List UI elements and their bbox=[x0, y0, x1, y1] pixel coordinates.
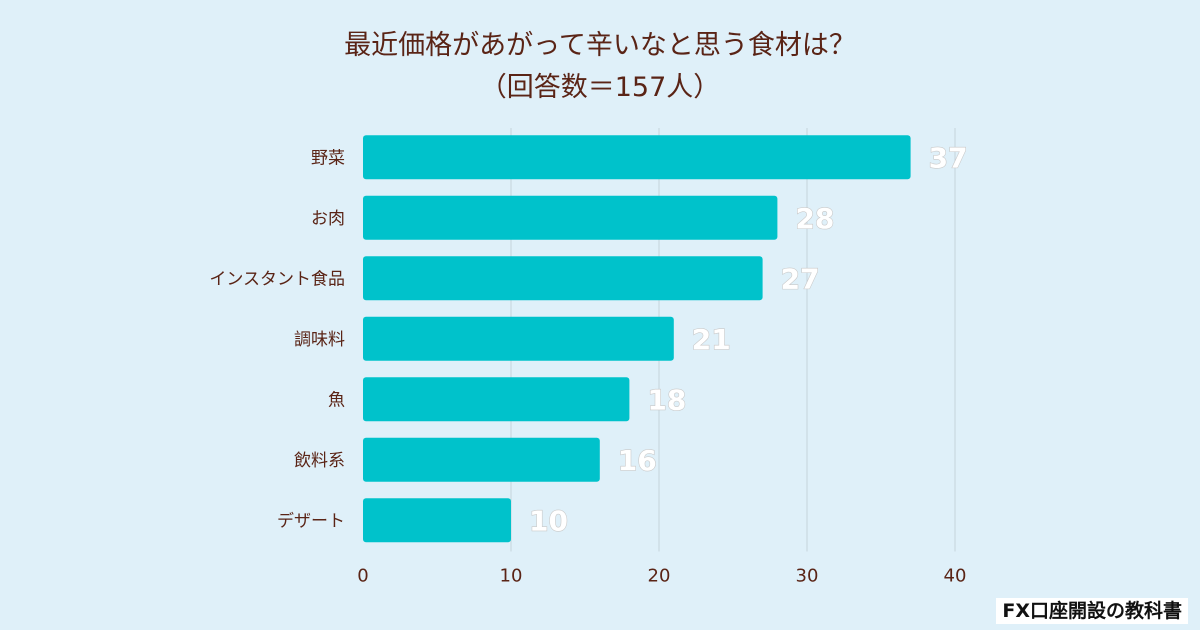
data-label: 27 bbox=[781, 262, 820, 295]
chart-title: 最近価格があがって辛いなと思う食材は？ bbox=[344, 30, 856, 61]
bar bbox=[363, 316, 674, 361]
chart-subtitle: （回答数＝157人） bbox=[479, 72, 721, 103]
category-label: 魚 bbox=[328, 390, 345, 410]
x-tick-label: 40 bbox=[944, 566, 967, 587]
category-label: デザート bbox=[277, 510, 345, 531]
data-label: 28 bbox=[795, 202, 834, 235]
category-label: インスタント食品 bbox=[209, 269, 345, 289]
category-label: 野菜 bbox=[311, 148, 345, 168]
x-tick-label: 20 bbox=[648, 566, 671, 587]
bar bbox=[363, 437, 600, 482]
x-tick-label: 10 bbox=[500, 566, 523, 587]
category-label: お肉 bbox=[311, 209, 345, 229]
category-label: 調味料 bbox=[294, 330, 345, 350]
data-label: 18 bbox=[647, 383, 686, 416]
bar bbox=[363, 256, 763, 301]
data-label: 37 bbox=[929, 141, 968, 174]
data-label: 16 bbox=[618, 444, 657, 477]
data-label: 10 bbox=[529, 504, 568, 537]
bar bbox=[363, 498, 511, 543]
category-label: 飲料系 bbox=[294, 451, 345, 471]
bar bbox=[363, 377, 630, 422]
data-label: 21 bbox=[692, 323, 731, 356]
x-tick-label: 30 bbox=[796, 566, 819, 587]
bar bbox=[363, 135, 911, 180]
bar bbox=[363, 195, 778, 240]
brand-watermark: FX口座開設の教科書 bbox=[996, 598, 1188, 624]
x-tick-label: 0 bbox=[357, 566, 368, 587]
